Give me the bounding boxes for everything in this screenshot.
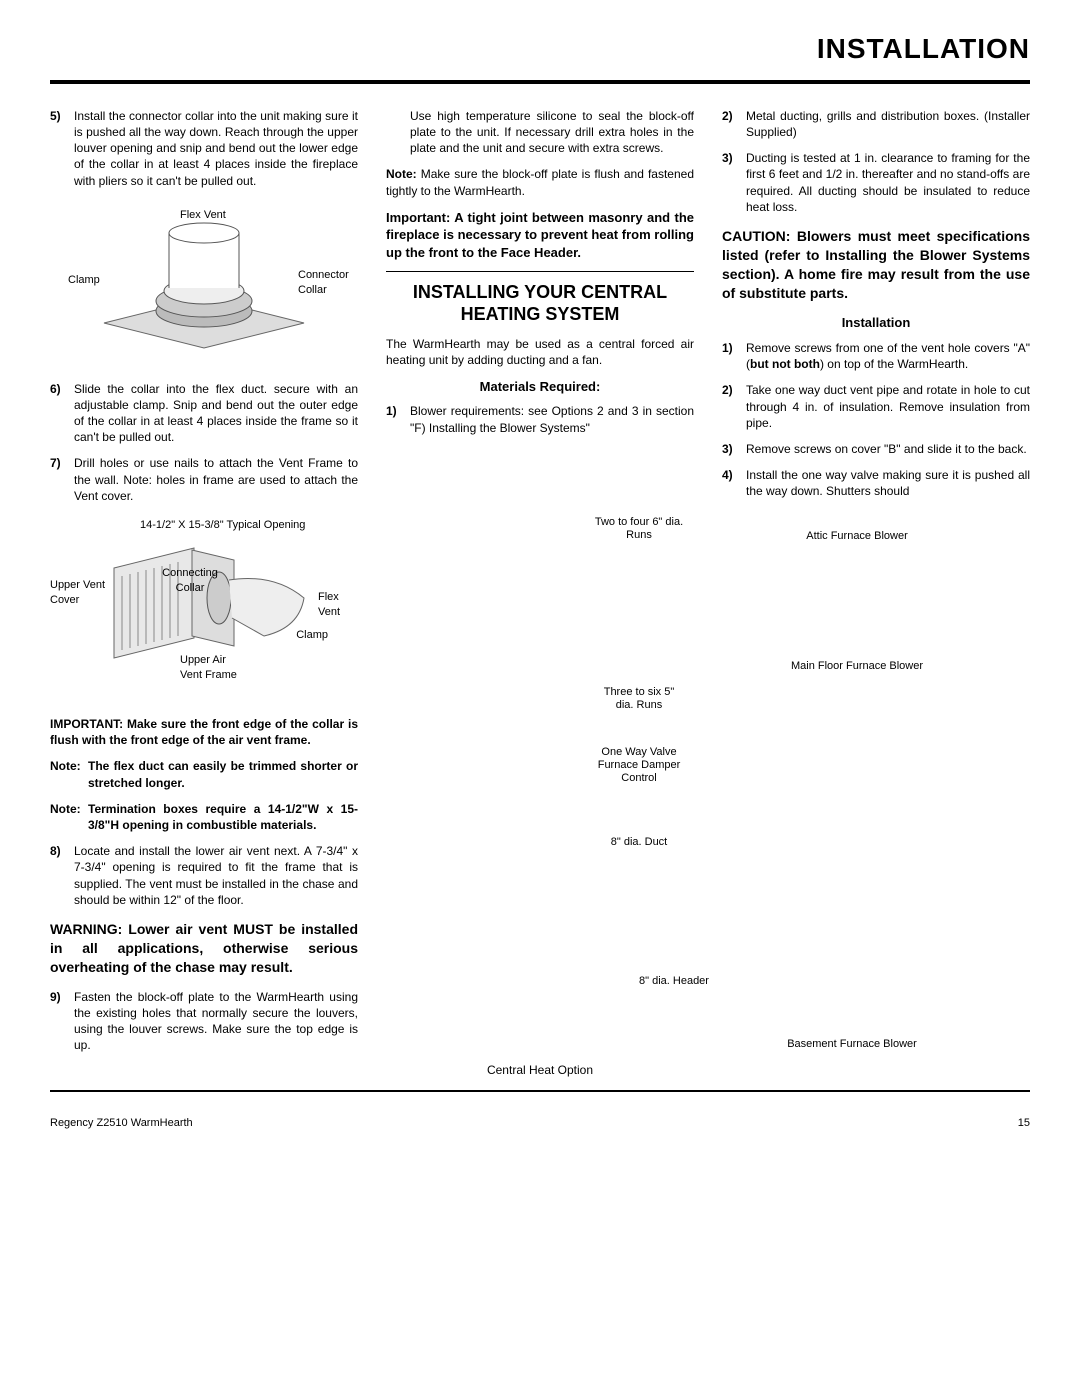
section-heading: INSTALLING YOUR CENTRAL HEATING SYSTEM [386, 282, 694, 325]
step-body: Slide the collar into the flex duct. sec… [74, 381, 358, 446]
note-body: Termination boxes require a 14-1/2"W x 1… [88, 801, 358, 833]
step-body: Metal ducting, grills and distribution b… [746, 108, 1030, 140]
footer-left: Regency Z2510 WarmHearth [50, 1116, 193, 1131]
install-2: 2) Take one way duct vent pipe and rotat… [722, 382, 1030, 431]
diagram-right-labels: Attic Furnace Blower Main Floor Furnace … [722, 510, 1030, 1070]
label-upper-air-vent-frame: Upper Air Vent Frame [180, 653, 250, 683]
label-opening: 14-1/2" X 15-3/8" Typical Opening [140, 518, 305, 533]
col2-note: Note: Make sure the block-off plate is f… [386, 166, 694, 198]
col2-important: Important: A tight joint between masonry… [386, 209, 694, 262]
label-eight-duct: 8" dia. Duct [594, 836, 684, 849]
collar-svg [84, 203, 324, 353]
footer-page-num: 15 [1018, 1116, 1030, 1131]
step-body: Blower requirements: see Options 2 and 3… [410, 403, 694, 435]
page-footer: Regency Z2510 WarmHearth 15 [50, 1116, 1030, 1131]
caution-blowers: CAUTION: Blowers must meet specification… [722, 227, 1030, 303]
note-label: Note: [50, 758, 88, 790]
step-num: 2) [722, 382, 746, 431]
label-three-six: Three to six 5" dia. Runs [594, 686, 684, 712]
label-attic: Attic Furnace Blower [782, 530, 932, 543]
label-eight-header: 8" dia. Header [614, 975, 734, 988]
step-5: 5) Install the connector collar into the… [50, 108, 358, 189]
text-b: but not both [750, 357, 820, 371]
material-2: 2) Metal ducting, grills and distributio… [722, 108, 1030, 140]
step-num: 1) [722, 340, 746, 372]
note-1: Note: The flex duct can easily be trimme… [50, 758, 358, 790]
note-text: Make sure the block-off plate is flush a… [386, 167, 694, 197]
step-7: 7) Drill holes or use nails to attach th… [50, 455, 358, 504]
step-num: 1) [386, 403, 410, 435]
step-num: 8) [50, 843, 74, 908]
materials-head: Materials Required: [386, 378, 694, 396]
installation-head: Installation [722, 314, 1030, 332]
step-body: Locate and install the lower air vent ne… [74, 843, 358, 908]
material-1: 1) Blower requirements: see Options 2 an… [386, 403, 694, 435]
step-body: Remove screws from one of the vent hole … [746, 340, 1030, 372]
figure-vent-frame: 14-1/2" X 15-3/8" Typical Opening Upper … [50, 518, 358, 698]
install-3: 3) Remove screws on cover "B" and slide … [722, 441, 1030, 457]
footer-rule: Regency Z2510 WarmHearth 15 [50, 1090, 1030, 1131]
step-body: Install the one way valve making sure it… [746, 467, 1030, 499]
step-9: 9) Fasten the block-off plate to the War… [50, 989, 358, 1054]
step-8: 8) Locate and install the lower air vent… [50, 843, 358, 908]
step-num: 4) [722, 467, 746, 499]
important-note-1: IMPORTANT: Make sure the front edge of t… [50, 716, 358, 748]
step-body: Install the connector collar into the un… [74, 108, 358, 189]
column-1: 5) Install the connector collar into the… [50, 108, 358, 1070]
header-rule [50, 80, 1030, 84]
col2-intro: The WarmHearth may be used as a central … [386, 336, 694, 368]
step-body: Remove screws on cover "B" and slide it … [746, 441, 1030, 457]
column-2: Use high temperature silicone to seal th… [386, 108, 694, 1070]
page-title: INSTALLATION [50, 30, 1030, 68]
section-rule [386, 271, 694, 272]
diagram-left-labels: Two to four 6" dia. Runs Three to six 5"… [386, 446, 694, 1006]
install-1: 1) Remove screws from one of the vent ho… [722, 340, 1030, 372]
step-num: 9) [50, 989, 74, 1054]
step-body: Drill holes or use nails to attach the V… [74, 455, 358, 504]
note-2: Note: Termination boxes require a 14-1/2… [50, 801, 358, 833]
label-basement: Basement Furnace Blower [762, 1038, 942, 1051]
note-label: Note: [386, 167, 417, 181]
material-3: 3) Ducting is tested at 1 in. clearance … [722, 150, 1030, 215]
step-num: 6) [50, 381, 74, 446]
label-one-way: One Way Valve Furnace Damper Control [584, 746, 694, 786]
label-clamp-2: Clamp [296, 628, 328, 643]
step-num: 5) [50, 108, 74, 189]
step-num: 3) [722, 150, 746, 215]
label-upper-vent-cover: Upper Vent Cover [50, 578, 110, 608]
col2-para1: Use high temperature silicone to seal th… [410, 108, 694, 157]
note-label: Note: [50, 801, 88, 833]
step-num: 7) [50, 455, 74, 504]
note-body: The flex duct can easily be trimmed shor… [88, 758, 358, 790]
step-num: 3) [722, 441, 746, 457]
label-connector-collar: Connector Collar [298, 268, 358, 298]
label-main: Main Floor Furnace Blower [772, 660, 942, 673]
label-flex-vent: Flex Vent [180, 208, 226, 223]
warning-lower-vent: WARNING: Lower air vent MUST be installe… [50, 920, 358, 977]
label-clamp: Clamp [68, 273, 100, 288]
content-columns: 5) Install the connector collar into the… [50, 108, 1030, 1070]
step-body: Ducting is tested at 1 in. clearance to … [746, 150, 1030, 215]
figure-collar: Flex Vent Clamp Connector Collar [50, 203, 358, 363]
text-c: ) on top of the WarmHearth. [820, 357, 968, 371]
install-4: 4) Install the one way valve making sure… [722, 467, 1030, 499]
step-6: 6) Slide the collar into the flex duct. … [50, 381, 358, 446]
step-body: Take one way duct vent pipe and rotate i… [746, 382, 1030, 431]
label-flex-vent-2: Flex Vent [318, 590, 358, 620]
column-3: 2) Metal ducting, grills and distributio… [722, 108, 1030, 1070]
step-body: Fasten the block-off plate to the WarmHe… [74, 989, 358, 1054]
step-num: 2) [722, 108, 746, 140]
label-connecting-collar: Connecting Collar [155, 566, 225, 596]
label-two-four: Two to four 6" dia. Runs [594, 516, 684, 542]
